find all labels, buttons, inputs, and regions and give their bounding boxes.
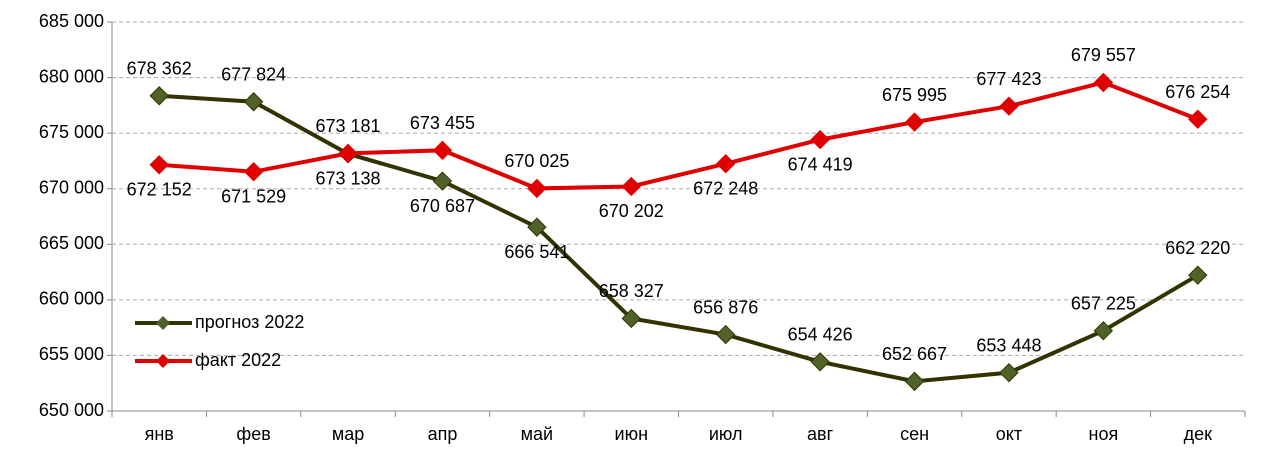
data-label: 671 529 xyxy=(221,186,286,206)
x-tick-label: ноя xyxy=(1089,424,1119,444)
legend-marker xyxy=(156,354,170,368)
data-label: 673 181 xyxy=(316,116,381,136)
y-tick-label: 660 000 xyxy=(39,289,104,309)
data-label: 652 667 xyxy=(882,344,947,364)
marker xyxy=(999,362,1019,383)
data-label: 676 254 xyxy=(1165,82,1230,102)
marker xyxy=(432,171,453,191)
marker xyxy=(810,129,830,150)
marker xyxy=(338,143,358,164)
data-label: 658 327 xyxy=(599,281,664,301)
x-tick-label: май xyxy=(521,424,553,444)
marker xyxy=(1093,320,1114,341)
data-label: 677 423 xyxy=(976,69,1041,89)
legend-label: факт 2022 xyxy=(195,350,281,370)
data-label: 672 248 xyxy=(693,178,758,198)
data-label: 657 225 xyxy=(1071,293,1136,313)
y-tick-label: 675 000 xyxy=(39,122,104,142)
x-tick-label: июн xyxy=(615,424,649,444)
x-tick-label: мар xyxy=(332,424,364,444)
marker xyxy=(904,371,925,392)
data-label: 673 138 xyxy=(316,169,381,189)
marker xyxy=(621,176,641,197)
y-tick-label: 680 000 xyxy=(39,66,104,86)
data-label: 666 541 xyxy=(504,242,569,262)
y-tick-label: 670 000 xyxy=(39,177,104,197)
data-label: 674 419 xyxy=(788,154,853,174)
marker xyxy=(1188,265,1208,285)
x-tick-label: сен xyxy=(900,424,929,444)
marker xyxy=(243,92,264,112)
data-label: 675 995 xyxy=(882,85,947,105)
data-label: 673 455 xyxy=(410,113,475,133)
data-label: 662 220 xyxy=(1165,238,1230,258)
y-tick-label: 665 000 xyxy=(39,233,104,253)
x-tick-label: фев xyxy=(236,424,270,444)
marker xyxy=(149,155,169,175)
data-label: 677 824 xyxy=(221,65,286,85)
data-label: 653 448 xyxy=(976,335,1041,355)
x-tick-label: авг xyxy=(807,424,834,444)
marker xyxy=(904,112,925,132)
x-tick-label: апр xyxy=(428,424,458,444)
x-tick-label: окт xyxy=(996,424,1022,444)
marker xyxy=(527,178,547,199)
legend-label: прогноз 2022 xyxy=(195,312,304,332)
data-label: 670 687 xyxy=(410,196,475,216)
data-label: 672 152 xyxy=(127,180,192,200)
marker xyxy=(999,96,1019,116)
x-tick-label: июл xyxy=(709,424,743,444)
y-tick-label: 655 000 xyxy=(39,344,104,364)
marker xyxy=(432,140,453,161)
series-line xyxy=(159,80,1199,191)
series-line xyxy=(159,93,1199,384)
data-label: 679 557 xyxy=(1071,45,1136,65)
marker xyxy=(149,86,169,106)
data-label: 678 362 xyxy=(127,59,192,79)
legend-marker xyxy=(156,316,170,330)
data-label: 656 876 xyxy=(693,297,758,317)
data-label: 670 202 xyxy=(599,201,664,221)
x-tick-label: янв xyxy=(145,424,174,444)
y-tick-label: 650 000 xyxy=(39,400,104,420)
marker xyxy=(621,308,641,329)
marker xyxy=(1188,109,1208,129)
data-label: 670 025 xyxy=(504,151,569,171)
x-tick-label: дек xyxy=(1184,424,1213,444)
marker xyxy=(1093,72,1114,93)
marker xyxy=(716,324,736,345)
marker xyxy=(716,154,736,174)
data-label: 654 426 xyxy=(788,325,853,345)
marker xyxy=(243,162,264,182)
marker xyxy=(527,217,547,237)
marker xyxy=(810,352,830,372)
y-tick-label: 685 000 xyxy=(39,11,104,31)
